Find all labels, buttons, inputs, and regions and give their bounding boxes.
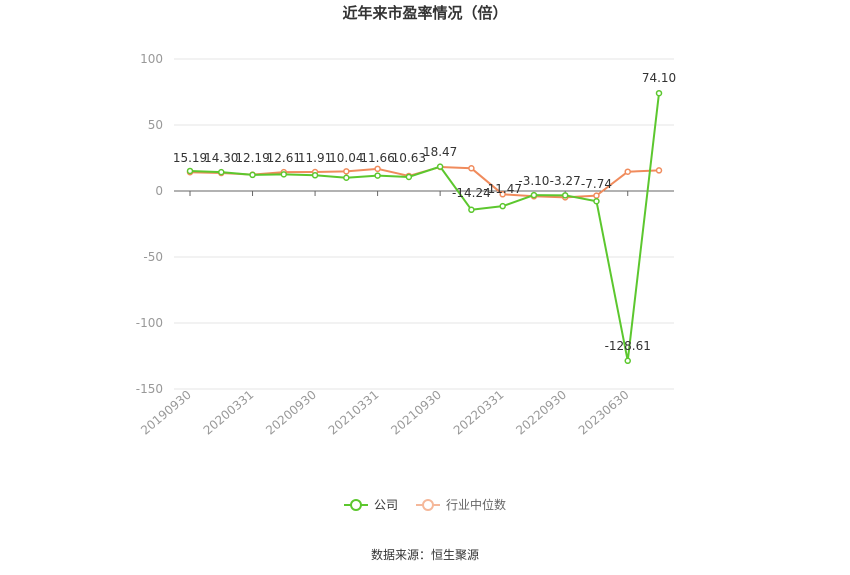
y-tick-label: 50 [148, 118, 163, 132]
data-label: 15.19 [173, 151, 207, 165]
data-label: -7.74 [581, 177, 612, 191]
data-point-industry-median [374, 165, 381, 173]
data-point-industry-median [468, 165, 475, 172]
data-label: 10.04 [329, 151, 363, 165]
legend-item-industry-median[interactable]: 行业中位数 [416, 496, 506, 513]
legend-item-company[interactable]: 公司 [343, 496, 398, 513]
y-tick-label: 100 [140, 52, 163, 66]
x-tick-label: 20200331 [201, 388, 257, 438]
data-label: 12.19 [235, 151, 269, 165]
data-point-company [218, 168, 225, 176]
x-tick-label: 20210930 [388, 388, 444, 438]
data-point-company [436, 163, 444, 170]
data-label: -128.61 [605, 339, 651, 353]
data-label: 10.63 [392, 151, 426, 165]
x-axis: 20190930 20200331 20200930 20210331 20210930… [138, 191, 632, 438]
legend: 公司 行业中位数 [0, 496, 850, 513]
data-point-industry-median [499, 191, 506, 198]
x-tick-label: 20220331 [451, 388, 507, 438]
data-point-company [374, 172, 381, 179]
data-point-company [405, 173, 413, 181]
data-label: 11.91 [298, 151, 332, 165]
chart-title: 近年来市盈率情况（倍） [342, 4, 508, 22]
data-label: 11.66 [360, 151, 394, 165]
data-point-company [593, 197, 600, 205]
data-source: 数据来源：恒生聚源 [370, 548, 479, 562]
legend-label-company: 公司 [373, 498, 398, 512]
data-label: -3.27 [550, 174, 581, 188]
data-label: 74.10 [642, 71, 676, 85]
y-tick-label: 0 [155, 184, 163, 198]
data-point-industry-median [655, 167, 663, 174]
data-point-industry-median [624, 168, 631, 175]
data-point-company [249, 171, 256, 179]
data-point-company [561, 192, 569, 199]
series-group [186, 89, 663, 365]
data-point-company [186, 167, 194, 175]
data-label: 12.61 [267, 151, 301, 165]
legend-label-industry-median: 行业中位数 [446, 498, 507, 512]
data-point-company [530, 191, 538, 199]
x-tick-label: 20200930 [263, 388, 319, 438]
data-label: -14.24 [452, 186, 491, 200]
grid-lines [174, 58, 674, 390]
y-tick-label: -150 [136, 382, 163, 396]
legend-swatch-industry-median [416, 498, 440, 511]
x-tick-label: 20230630 [576, 388, 632, 438]
data-label: -3.10 [518, 174, 549, 188]
y-tick-label: -50 [143, 250, 163, 264]
data-point-company [311, 172, 319, 179]
y-tick-label: -100 [136, 316, 163, 330]
data-point-company [343, 174, 350, 181]
data-point-company [280, 171, 288, 178]
data-point-company [624, 357, 631, 365]
series-line-company [189, 93, 660, 362]
line-chart: 100 50 0 -50 -100 -150 20190930 20200331 202009… [136, 52, 676, 438]
x-tick-label: 20220930 [513, 388, 569, 438]
data-label: 14.30 [204, 151, 238, 165]
data-label: 18.47 [423, 145, 457, 159]
data-labels: 15.1914.3012.1912.6111.9110.0411.6610.63… [173, 71, 676, 353]
data-point-company [655, 89, 663, 97]
y-axis-ticks: 100 50 0 -50 -100 -150 [136, 52, 163, 396]
data-point-industry-median [593, 192, 600, 199]
data-point-company [499, 202, 506, 210]
data-point-company [468, 206, 475, 214]
data-label: -11.47 [483, 182, 522, 196]
legend-swatch-company [343, 498, 368, 511]
data-point-industry-median [343, 168, 350, 175]
x-tick-label: 20210331 [326, 388, 382, 438]
